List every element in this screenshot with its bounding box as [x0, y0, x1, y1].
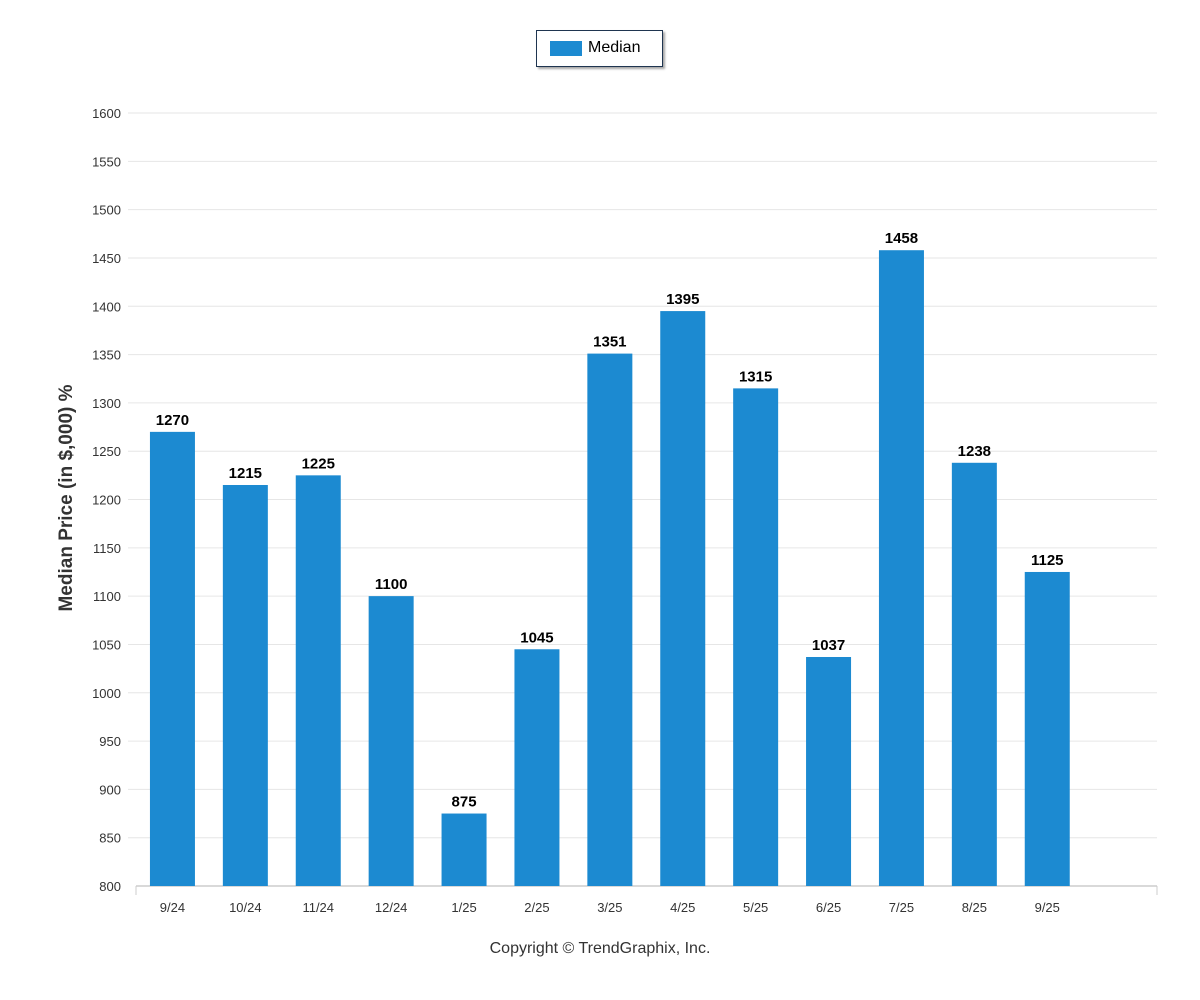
x-tick-label: 9/24 [160, 900, 185, 915]
y-tick-label: 1300 [92, 396, 121, 411]
y-tick-label: 1000 [92, 686, 121, 701]
x-tick-label: 6/25 [816, 900, 841, 915]
x-tick-label: 4/25 [670, 900, 695, 915]
bar-4-25[interactable] [660, 311, 706, 886]
x-tick-label: 7/25 [889, 900, 914, 915]
data-label: 1238 [958, 443, 991, 460]
y-tick-label: 1500 [92, 203, 121, 218]
bar-6-25[interactable] [806, 656, 852, 886]
data-label: 1315 [739, 368, 772, 385]
y-tick-label: 900 [99, 782, 121, 797]
y-tick-label: 1450 [92, 251, 121, 266]
x-tick-label: 9/25 [1035, 900, 1060, 915]
x-tick-label: 8/25 [962, 900, 987, 915]
data-label: 1458 [885, 230, 918, 247]
x-tick-label: 3/25 [597, 900, 622, 915]
data-label: 1215 [229, 465, 262, 482]
y-tick-label: 1100 [93, 589, 121, 604]
y-tick-label: 1050 [92, 637, 121, 652]
bar-12-24[interactable] [368, 596, 414, 886]
bar-3-25[interactable] [587, 353, 633, 886]
copyright-text: Copyright © TrendGraphix, Inc. [489, 940, 711, 957]
bar-9-25[interactable] [1024, 571, 1070, 886]
y-tick-label: 850 [99, 831, 121, 846]
y-tick-label: 1250 [92, 444, 121, 459]
data-label: 1270 [156, 412, 189, 429]
bar-10-24[interactable] [222, 485, 268, 886]
x-tick-label: 12/24 [375, 900, 408, 915]
bar-9-24[interactable] [149, 431, 195, 886]
y-tick-label: 800 [99, 879, 121, 894]
y-tick-label: 1150 [93, 541, 121, 556]
y-tick-label: 1350 [92, 348, 121, 363]
y-tick-label: 1600 [92, 106, 121, 121]
y-tick-label: 1400 [92, 299, 121, 314]
y-tick-label: 950 [99, 734, 121, 749]
x-tick-label: 10/24 [229, 900, 262, 915]
bar-8-25[interactable] [951, 462, 997, 886]
legend[interactable]: Median [536, 30, 663, 67]
y-axis-title: Median Price (in $,000) % [56, 384, 77, 611]
bar-11-24[interactable] [295, 475, 341, 886]
x-tick-label: 11/24 [302, 900, 334, 915]
data-label: 1100 [375, 576, 408, 593]
x-tick-label: 2/25 [524, 900, 549, 915]
x-tick-label: 5/25 [743, 900, 768, 915]
data-label: 1045 [520, 629, 553, 646]
bars [149, 250, 1070, 886]
data-label: 1037 [812, 637, 845, 654]
y-tick-label: 1550 [92, 154, 121, 169]
data-label: 1125 [1031, 552, 1064, 569]
data-label: 875 [452, 794, 477, 811]
x-tick-label: 1/25 [451, 900, 476, 915]
y-tick-label: 1200 [92, 493, 121, 508]
data-labels: 1270 1215 1225 1100 875 1045 1351 1395 1315 1037 1… [156, 230, 1064, 810]
bar-5-25[interactable] [733, 388, 779, 886]
bar-2-25[interactable] [514, 649, 560, 886]
legend-label-median: Median [588, 39, 641, 56]
bar-7-25[interactable] [878, 250, 924, 886]
data-label: 1225 [302, 455, 335, 472]
legend-swatch-median [550, 41, 582, 56]
data-label: 1395 [666, 291, 699, 308]
bar-1-25[interactable] [441, 813, 487, 886]
grid-lines [128, 112, 1157, 839]
data-label: 1351 [593, 334, 626, 351]
